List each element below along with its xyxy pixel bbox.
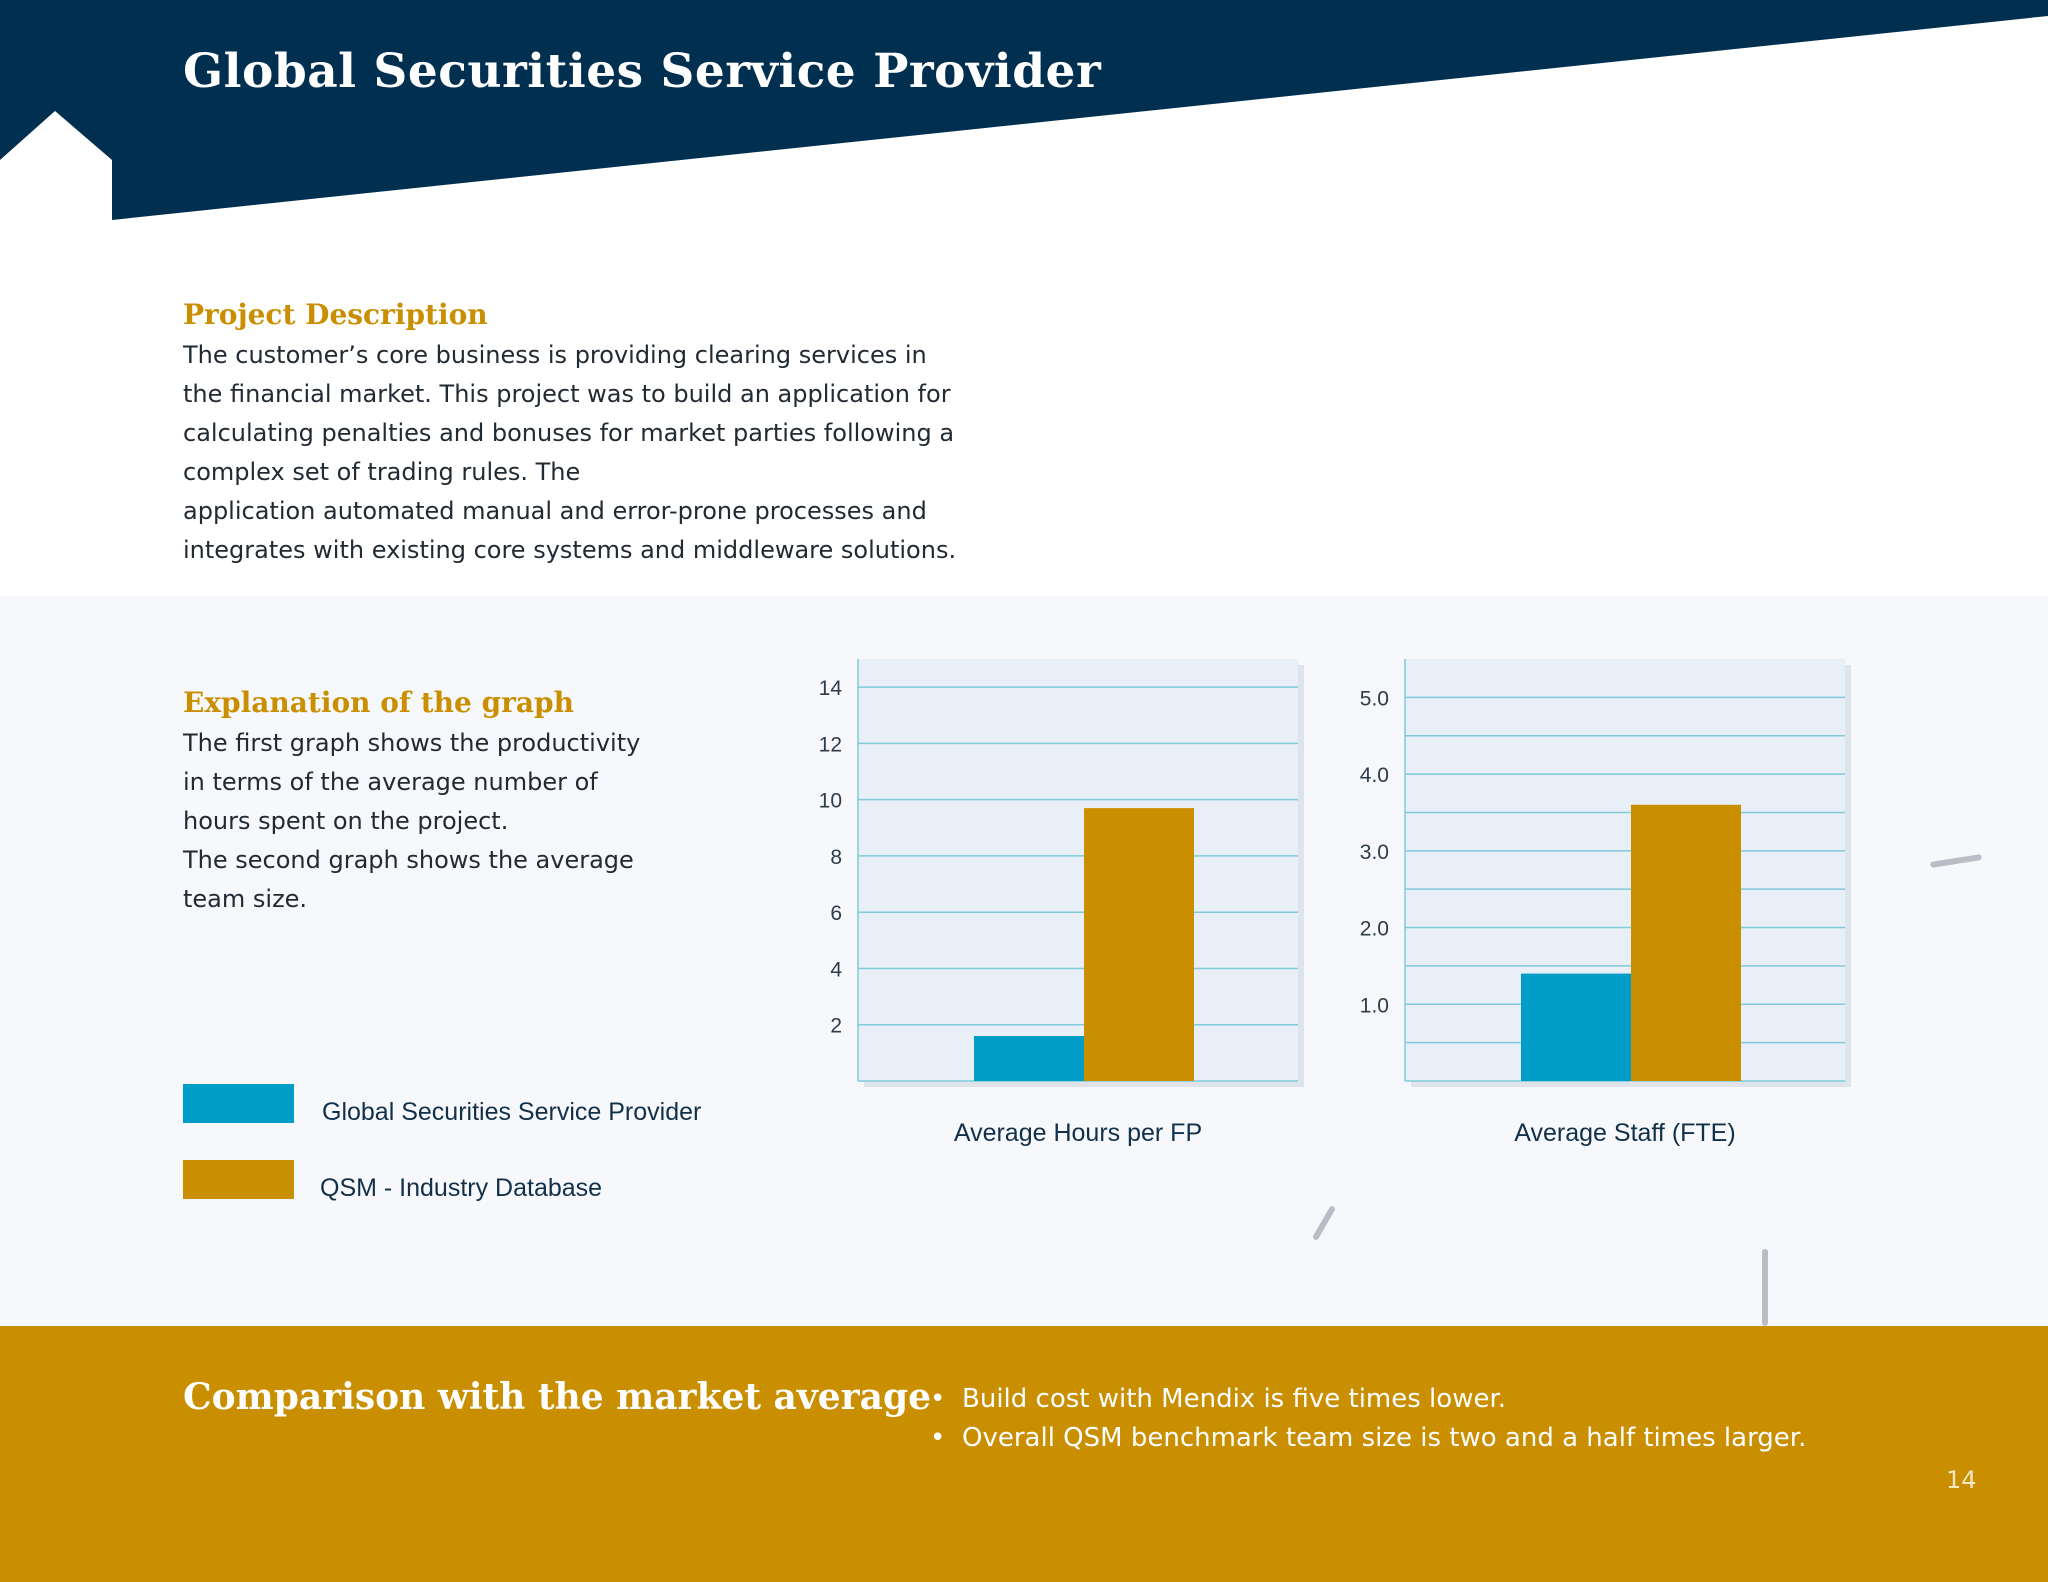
x-axis-label: Average Hours per FP — [954, 1119, 1202, 1147]
header-banner — [0, 0, 2048, 220]
comparison-bullet: Overall QSM benchmark team size is two a… — [930, 1419, 1806, 1458]
x-axis-label: Average Staff (FTE) — [1514, 1119, 1735, 1147]
project-description-text: The customer’s core business is providin… — [183, 336, 956, 570]
bar-charts: 2 4 6 8 10 12 14 Average Hours per FP 1.0 2.0 3.0 4… — [819, 659, 1851, 1147]
plot-area — [858, 659, 1298, 1081]
graph-explanation-text: The first graph shows the productivity i… — [183, 724, 640, 919]
project-description-line: the financial market. This project was t… — [183, 380, 951, 408]
y-tick-label: 10 — [819, 790, 842, 813]
bar-qsm — [1084, 808, 1194, 1081]
project-description-heading: Project Description — [183, 298, 488, 331]
comparison-heading: Comparison with the market average — [183, 1376, 932, 1418]
graph-explanation-line: The second graph shows the average — [183, 846, 634, 874]
project-description-line: calculating penalties and bonuses for ma… — [183, 419, 955, 447]
graph-explanation-line: hours spent on the project. — [183, 807, 509, 835]
y-tick-label: 14 — [819, 677, 843, 700]
y-tick-label: 2.0 — [1360, 918, 1389, 941]
project-description-line: complex set of trading rules. The — [183, 458, 581, 486]
y-tick-label: 1.0 — [1360, 994, 1389, 1017]
y-tick-label: 12 — [819, 733, 842, 756]
decorative-dash — [1762, 1249, 1768, 1326]
page-number: 14 — [1946, 1466, 1977, 1494]
legend-label-qsm: QSM - Industry Database — [320, 1174, 603, 1202]
y-tick-label: 6 — [830, 902, 842, 925]
legend-swatch-provider — [183, 1084, 294, 1123]
comparison-bullet-list: Build cost with Mendix is five times low… — [930, 1380, 1806, 1458]
project-description-line: The customer’s core business is providin… — [183, 341, 927, 369]
y-tick-label: 3.0 — [1360, 841, 1389, 864]
bar-provider — [1521, 973, 1631, 1081]
project-description-line: integrates with existing core systems an… — [183, 536, 957, 564]
y-tick-label: 2 — [830, 1015, 842, 1038]
legend-label-provider: Global Securities Service Provider — [322, 1098, 702, 1126]
y-tick-label: 4.0 — [1360, 764, 1389, 787]
y-tick-label: 5.0 — [1360, 687, 1389, 710]
project-description-line: application automated manual and error-p… — [183, 497, 927, 525]
graph-section: Explanation of the graph The first graph… — [0, 596, 2048, 1326]
bar-qsm — [1631, 804, 1741, 1081]
graph-explanation-heading: Explanation of the graph — [183, 686, 574, 719]
y-tick-label: 8 — [830, 846, 842, 869]
graph-explanation-line: team size. — [183, 885, 308, 913]
graph-explanation-line: The first graph shows the productivity — [183, 729, 641, 757]
y-tick-label: 4 — [830, 958, 842, 981]
legend-swatch-qsm — [183, 1160, 294, 1199]
graph-explanation-line: in terms of the average number of — [183, 768, 598, 796]
bar-provider — [974, 1035, 1084, 1081]
comparison-bullet: Build cost with Mendix is five times low… — [930, 1380, 1806, 1419]
page-title: Global Securities Service Provider — [183, 44, 1102, 99]
